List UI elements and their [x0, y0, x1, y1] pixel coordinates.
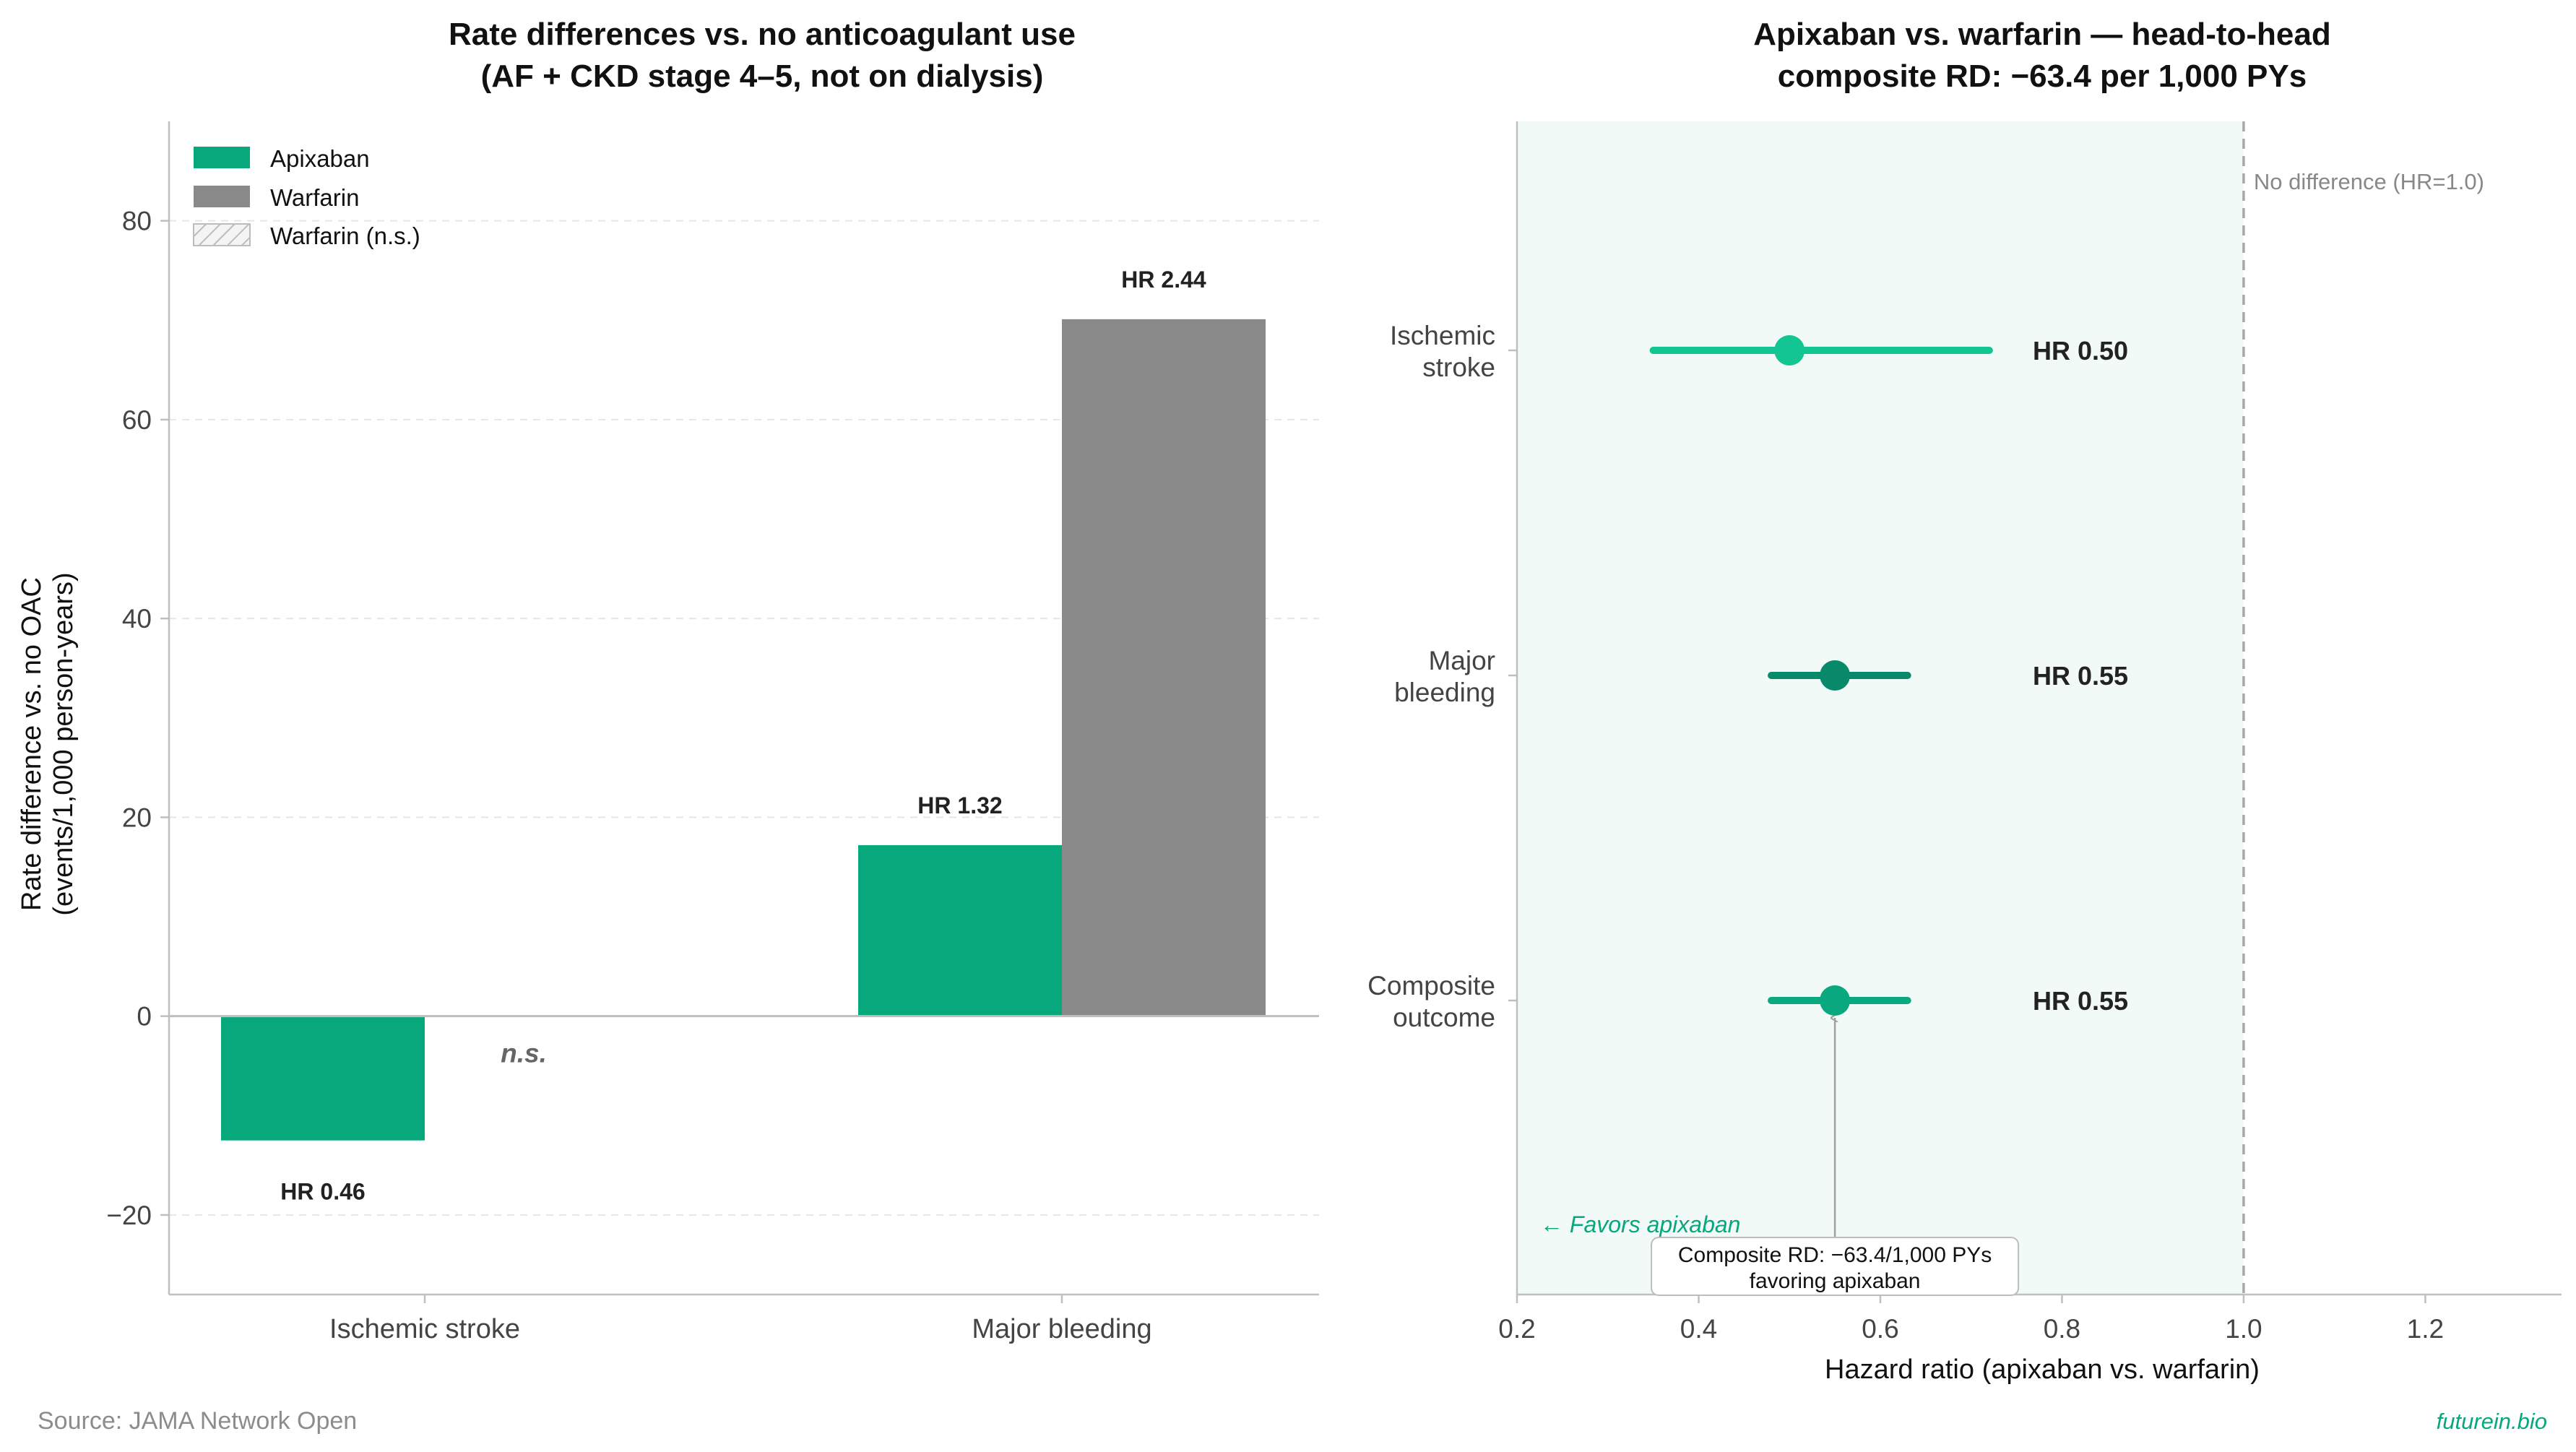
bar-label: HR 1.32	[917, 792, 1002, 818]
bar-label: HR 2.44	[1121, 267, 1206, 293]
left-bars	[221, 319, 1266, 1141]
left-panel: Rate differences vs. no anticoagulant us…	[17, 17, 1319, 1344]
left-y-tick-label: −20	[106, 1201, 152, 1230]
right-x-tick-label: 1.0	[2225, 1314, 2262, 1344]
right-xlabel: Hazard ratio (apixaban vs. warfarin)	[1825, 1354, 2260, 1385]
reference-line-label: No difference (HR=1.0)	[2254, 169, 2484, 194]
bar-label: n.s.	[501, 1039, 547, 1068]
right-category-labels: Ischemic stroke Major bleeding Compositeoutc…	[1367, 321, 1517, 1032]
left-subtitle: (AF + CKD stage 4–5, not on dialysis)	[481, 59, 1044, 94]
favors-apixaban-region	[1517, 121, 2244, 1295]
hr-label: HR 0.55	[2033, 986, 2128, 1016]
bar-apixaban-major-bleeding	[858, 844, 1062, 1016]
left-y-ticks: −20 0 20 40 60 80	[106, 207, 169, 1230]
left-y-tick-label: 60	[122, 405, 152, 435]
left-y-tick-label: 0	[137, 1002, 152, 1032]
legend-swatch-apixaban	[194, 147, 250, 168]
right-category-label-line2: outcome	[1393, 1003, 1495, 1032]
hr-label: HR 0.50	[2033, 336, 2128, 366]
left-ylabel-line1: Rate difference vs. no OAC	[17, 577, 47, 911]
right-x-tick-label: 0.4	[1680, 1314, 1717, 1344]
right-x-tick-label: 0.6	[1862, 1314, 1898, 1344]
left-x-tick-label: Major bleeding	[972, 1314, 1151, 1344]
right-panel: Apixaban vs. warfarin — head-to-head com…	[1367, 17, 2562, 1385]
right-x-tick-label: 0.2	[1498, 1314, 1535, 1344]
left-title: Rate differences vs. no anticoagulant us…	[449, 17, 1076, 52]
annotation-line2: favoring apixaban	[1750, 1269, 1921, 1293]
hr-point	[1820, 660, 1851, 691]
bar-warfarin-major-bleeding	[1062, 319, 1266, 1016]
bar-apixaban-ischemic-stroke	[221, 1016, 425, 1141]
right-category-label-line2: stroke	[1422, 353, 1495, 382]
right-x-tick-label: 0.8	[2044, 1314, 2080, 1344]
left-x-ticks: Ischemic stroke Major bleeding	[329, 1295, 1152, 1344]
annotation-line1: Composite RD: −63.4/1,000 PYs	[1678, 1243, 1992, 1267]
brand-label: futurein.bio	[2437, 1409, 2547, 1434]
hr-point	[1774, 335, 1805, 366]
hr-label: HR 0.55	[2033, 661, 2128, 691]
right-category-label-line1: Major	[1428, 646, 1495, 675]
right-category-label-line1: Composite	[1367, 971, 1495, 1001]
annotation-box	[1651, 1237, 2020, 1296]
source-note: Source: JAMA Network Open	[38, 1407, 357, 1435]
legend-label-warfarin: Warfarin	[270, 184, 359, 211]
right-subtitle: composite RD: −63.4 per 1,000 PYs	[1778, 59, 2307, 94]
left-ylabel-line2: (events/1,000 person-years)	[48, 572, 79, 915]
left-x-tick-label: Ischemic stroke	[329, 1314, 520, 1344]
forest-points: HR 0.50 HR 0.55 HR 0.55	[1649, 335, 2128, 1016]
left-y-tick-label: 40	[122, 604, 152, 634]
hr-point	[1820, 985, 1851, 1016]
right-x-tick-label: 1.2	[2407, 1314, 2444, 1344]
left-y-tick-label: 80	[122, 207, 152, 236]
right-category-label-line1: Ischemic	[1390, 321, 1495, 350]
left-gridlines	[169, 220, 1319, 1216]
legend: Apixaban Warfarin Warfarin (n.s.)	[193, 145, 420, 249]
right-x-ticks: 0.2 0.4 0.6 0.8 1.0 1.2	[1498, 1295, 2444, 1344]
legend-swatch-warfarin	[194, 186, 250, 207]
legend-label-apixaban: Apixaban	[270, 145, 370, 172]
left-y-tick-label: 20	[122, 803, 152, 832]
favors-apixaban-label: ← Favors apixaban	[1540, 1211, 1740, 1237]
bar-label: HR 0.46	[280, 1179, 365, 1205]
right-category-label-line2: bleeding	[1394, 678, 1495, 707]
composite-annotation: Composite RD: −63.4/1,000 PYs favoring a…	[1651, 1237, 2020, 1296]
right-title: Apixaban vs. warfarin — head-to-head	[1753, 17, 2331, 52]
left-bar-labels: HR 0.46 n.s. HR 1.32 HR 2.44	[280, 267, 1206, 1205]
legend-swatch-warfarin-ns	[193, 223, 251, 246]
legend-label-warfarin-ns: Warfarin (n.s.)	[270, 222, 420, 249]
